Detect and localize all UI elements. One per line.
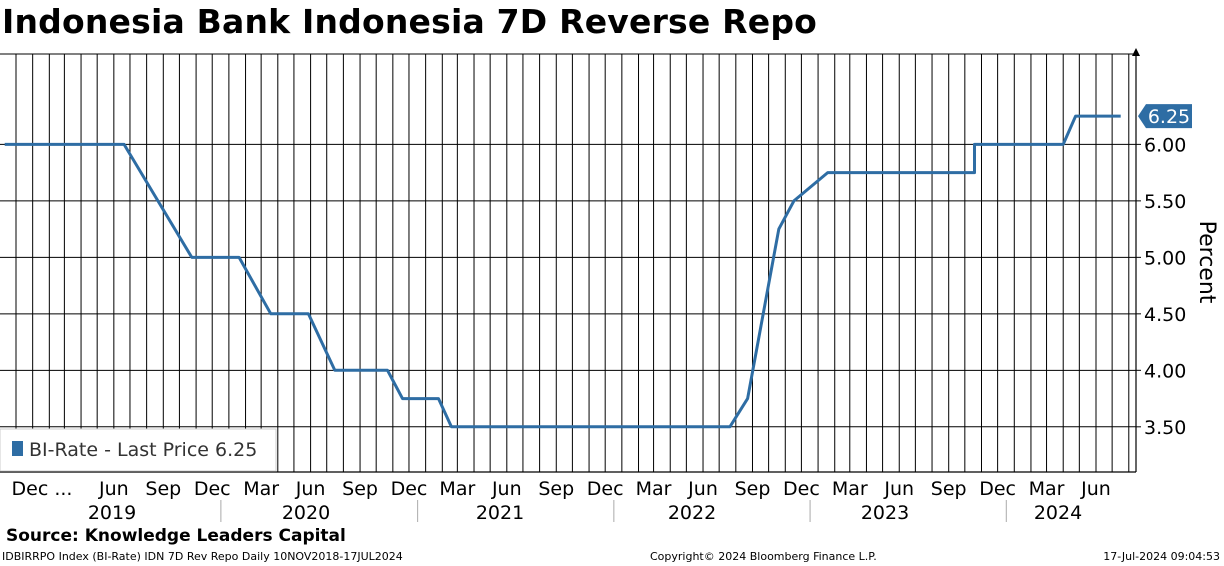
x-tick-label: Jun	[883, 478, 914, 500]
x-tick-label: Jun	[295, 478, 326, 500]
x-tick-label: Mar	[243, 478, 279, 500]
x-tick-label: Dec ...	[12, 478, 73, 500]
x-tick-label: Sep	[538, 478, 574, 500]
footer-series-info: IDBIRRPO Index (BI-Rate) IDN 7D Rev Repo…	[2, 550, 403, 563]
source-note: Source: Knowledge Leaders Capital	[6, 526, 346, 546]
series-line-bi-rate	[4, 114, 1121, 429]
legend-box	[0, 428, 277, 472]
legend-label: BI-Rate - Last Price 6.25	[29, 439, 257, 461]
x-tick-label: Mar	[832, 478, 868, 500]
x-tick-label: Sep	[735, 478, 771, 500]
x-tick-label: Dec	[587, 478, 624, 500]
footer-copyright: Copyright© 2024 Bloomberg Finance L.P.	[650, 550, 877, 563]
x-tick-label: Dec	[783, 478, 820, 500]
y-axis-label: Percent	[1194, 221, 1219, 304]
y-tick-label: 4.50	[1144, 304, 1186, 326]
x-tick-label: Sep	[931, 478, 967, 500]
x-tick-label: Jun	[687, 478, 718, 500]
x-tick-label: Dec	[391, 478, 428, 500]
chart-title: Indonesia Bank Indonesia 7D Reverse Repo	[2, 2, 818, 41]
x-tick-label: Mar	[636, 478, 672, 500]
last-value-tag	[1138, 104, 1192, 129]
x-year-label: 2019	[88, 502, 136, 524]
y-tick-label: 6.00	[1144, 134, 1186, 156]
y-axis-arrow	[1132, 48, 1140, 56]
x-year-label: 2022	[668, 502, 716, 524]
x-tick-label: Sep	[145, 478, 181, 500]
x-year-label: 2021	[476, 502, 524, 524]
x-tick-label: Jun	[98, 478, 129, 500]
legend-swatch	[12, 441, 23, 456]
x-year-label: 2020	[282, 502, 330, 524]
x-tick-label: Sep	[342, 478, 378, 500]
x-tick-label: Jun	[491, 478, 522, 500]
x-tick-label: Jun	[1080, 478, 1111, 500]
x-year-label: 2024	[1034, 502, 1082, 524]
y-tick-label: 3.50	[1144, 417, 1186, 439]
footer-timestamp: 17-Jul-2024 09:04:53	[1103, 550, 1220, 563]
x-tick-label: Dec	[979, 478, 1016, 500]
x-tick-label: Mar	[439, 478, 475, 500]
y-tick-label: 4.00	[1144, 360, 1186, 382]
x-tick-label: Mar	[1029, 478, 1065, 500]
last-value-label: 6.25	[1148, 106, 1190, 128]
x-year-label: 2023	[861, 502, 909, 524]
x-tick-label: Dec	[194, 478, 231, 500]
y-tick-label: 5.50	[1144, 191, 1186, 213]
y-tick-label: 5.00	[1144, 247, 1186, 269]
